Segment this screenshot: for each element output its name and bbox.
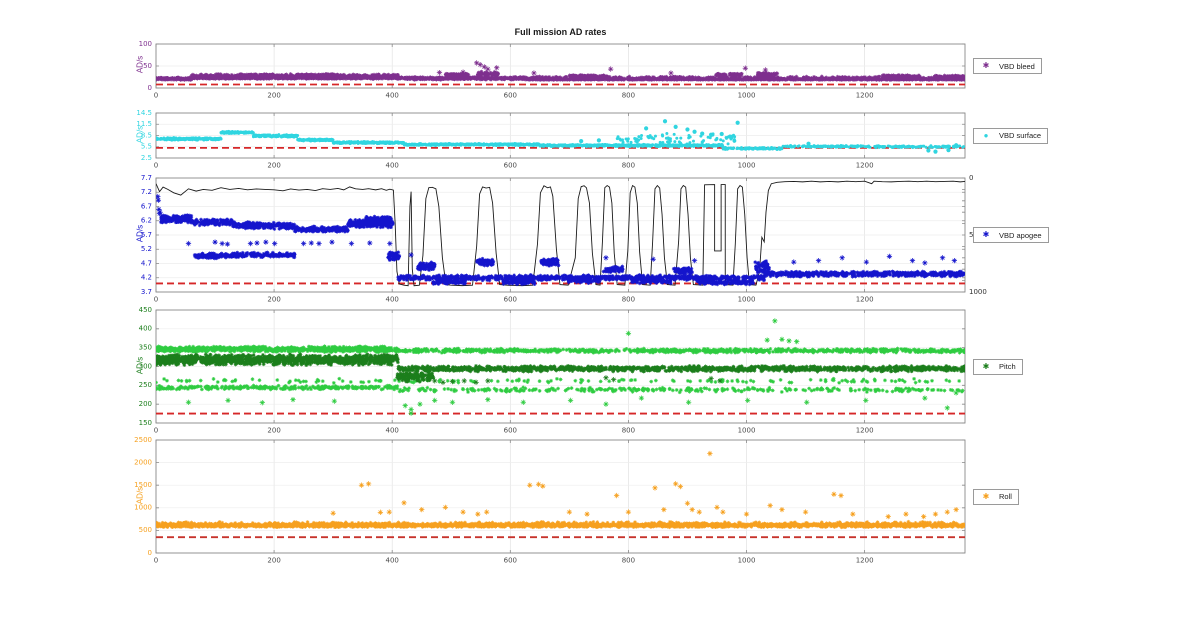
- ylabel-vbd-apogee: AD/s: [135, 224, 145, 243]
- legend-roll: ✱ Roll: [973, 488, 1019, 505]
- ylabel-pitch: AD/s: [135, 356, 145, 374]
- legend-label: VBD bleed: [999, 61, 1035, 71]
- vbd-apogee-marker-icon: ✱: [982, 230, 990, 239]
- vbd-bleed-marker-icon: ✱: [982, 61, 990, 70]
- roll-marker-icon: ✱: [982, 491, 990, 501]
- ylabel-vbd-bleed: AD/s: [135, 55, 145, 74]
- subplot-vbd-surface: [116, 107, 995, 176]
- legend-vbd-apogee: ✱ VBD apogee: [973, 227, 1049, 243]
- legend-label: VBD surface: [999, 131, 1042, 140]
- legend-label: VBD apogee: [999, 230, 1042, 240]
- subplot-roll: [116, 434, 995, 571]
- chart-title: Full mission AD rates: [514, 27, 607, 37]
- ylabel-vbd-surface: AD/s: [135, 125, 145, 143]
- subplot-vbd-apogee: [116, 172, 995, 310]
- legend-pitch: ✱ Pitch: [973, 358, 1023, 375]
- legend-label: Pitch: [999, 362, 1016, 371]
- legend-label: Roll: [999, 492, 1012, 501]
- pitch-marker-icon: ✱: [982, 361, 990, 371]
- subplot-vbd-bleed: [116, 38, 995, 106]
- ylabel-roll: AD/s: [135, 486, 145, 504]
- legend-vbd-surface: ● VBD surface: [973, 127, 1049, 144]
- subplot-pitch: [116, 304, 995, 441]
- vbd-surface-marker-icon: ●: [983, 130, 989, 140]
- legend-vbd-bleed: ✱ VBD bleed: [973, 58, 1042, 74]
